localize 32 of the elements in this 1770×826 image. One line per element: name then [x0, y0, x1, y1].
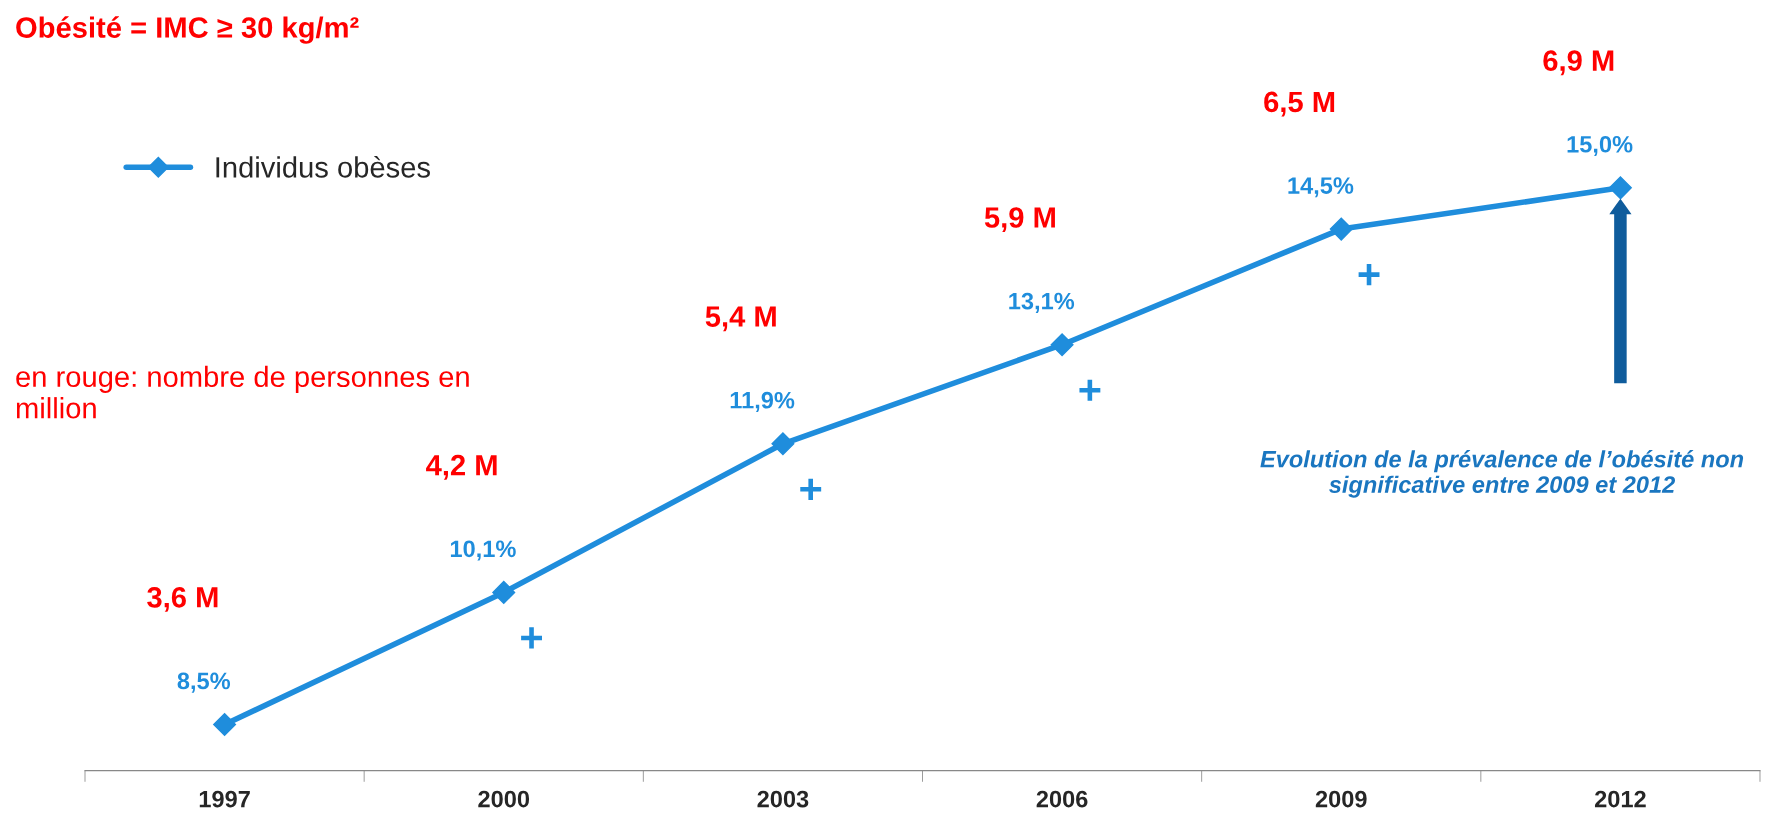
point	[213, 713, 237, 737]
point	[1608, 176, 1632, 200]
point	[492, 580, 516, 604]
chart-title: Obésité = IMC ≥ 30 kg/m²	[16, 16, 359, 44]
x-tick-label: 2012	[1594, 790, 1646, 808]
legend-label: Individus obèses	[216, 155, 430, 178]
x-tick-label: 1997	[199, 790, 250, 808]
annotation: 5,4 M	[705, 306, 776, 332]
annotation: +	[800, 478, 822, 500]
data-label: 11,9%	[730, 391, 795, 412]
annotation: en rouge: nombre de personnes en million	[16, 365, 469, 419]
text: 6,5 M	[1264, 91, 1335, 117]
x-tick-label: 2000	[478, 790, 530, 808]
annotation: 3,6 M	[147, 586, 218, 612]
annotation: +	[1079, 379, 1101, 401]
annotation: +	[1358, 264, 1380, 286]
annotation: 5,9 M	[984, 207, 1055, 233]
text: 6,9 M	[1543, 50, 1614, 76]
annotation: Evolution de la prévalence de l’obésité non significative entre 2009 et 2012	[1260, 450, 1744, 498]
data-label: 15,0%	[1567, 135, 1633, 157]
data-label: 10,1%	[450, 540, 516, 561]
point	[771, 432, 795, 456]
data-label: 14,5%	[1288, 177, 1354, 198]
data-label: 8,5%	[177, 672, 231, 693]
x-tick-label: 2006	[1036, 790, 1088, 808]
x-tick-label: 2009	[1315, 790, 1367, 808]
data-label: 13,1%	[1009, 292, 1075, 313]
annotation: 4,2 M	[426, 454, 497, 480]
x-tick-label: 2003	[757, 790, 809, 808]
annotation: +	[521, 627, 542, 649]
point	[1329, 217, 1353, 241]
point	[1050, 333, 1074, 357]
